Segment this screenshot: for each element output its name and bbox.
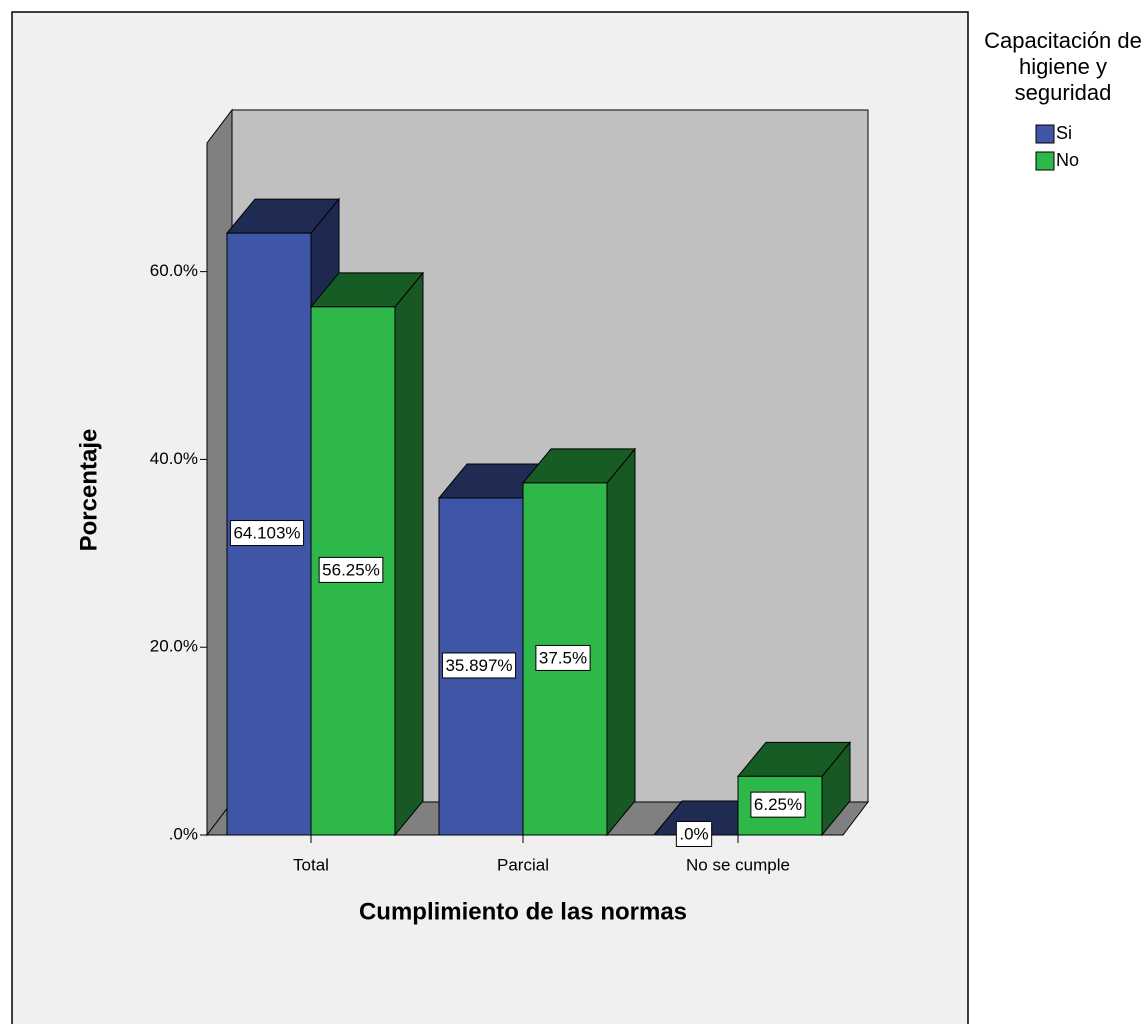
data-label: 6.25% [754, 795, 802, 814]
bar-side [394, 271, 424, 837]
x-tick-label: Parcial [497, 855, 549, 874]
data-label-box [318, 556, 384, 583]
data-label-box [441, 652, 517, 679]
x-tick-label: No se cumple [686, 855, 790, 874]
legend-swatch [1035, 151, 1055, 171]
x-axis-title: Cumplimiento de las normas [359, 898, 687, 925]
legend-label: No [1056, 150, 1079, 170]
legend-label: Si [1056, 123, 1072, 143]
data-label-box [535, 644, 591, 671]
data-label-box [675, 820, 713, 847]
y-tick-label: .0% [169, 824, 198, 843]
data-label-box [750, 791, 806, 818]
data-label: 37.5% [539, 648, 587, 667]
legend-swatch [1035, 124, 1055, 144]
y-tick-label: 40.0% [150, 449, 198, 468]
data-label: 35.897% [445, 656, 512, 675]
data-label-box [229, 520, 305, 547]
data-label: 64.103% [233, 524, 300, 543]
legend-title: Capacitación de higiene y seguridad [984, 28, 1142, 105]
y-tick-label: 20.0% [150, 637, 198, 656]
y-tick-label: 60.0% [150, 261, 198, 280]
y-axis-title: Porcentaje [75, 429, 102, 552]
data-label: .0% [679, 824, 708, 843]
bar-side [606, 447, 636, 837]
data-label: 56.25% [322, 560, 380, 579]
x-tick-label: Total [293, 855, 329, 874]
